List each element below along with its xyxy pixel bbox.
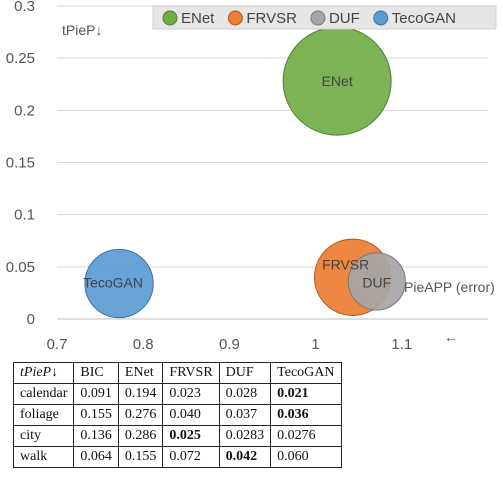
x-tick-label: 0.8 xyxy=(133,336,154,353)
table-cell: 0.0283 xyxy=(218,425,272,447)
table-cell: 0.155 xyxy=(73,404,119,426)
table-cell: 0.028 xyxy=(218,383,272,405)
y-tick-label: 0.1 xyxy=(14,207,35,224)
bubble-label-tecogan: TecoGAN xyxy=(83,275,143,291)
table-cell: calendar xyxy=(12,383,75,405)
y-tick-label: 0.2 xyxy=(14,102,35,119)
table-cell: 0.060 xyxy=(270,446,342,468)
table-cell: 0.091 xyxy=(73,383,119,405)
bubble-label-enet: ENet xyxy=(322,73,353,89)
table-cell: 0.025 xyxy=(162,425,220,447)
x-axis-arrow: ← xyxy=(444,329,458,345)
y-tick-label: 0.05 xyxy=(6,259,35,276)
x-axis-title: PieAPP (error) xyxy=(404,279,495,295)
legend-marker-enet xyxy=(162,10,178,26)
bubble-label-frvsr: FRVSR xyxy=(322,256,369,272)
table-cell: 0.040 xyxy=(162,404,220,426)
table-row: foliage 0.155 0.276 0.040 0.037 0.036 xyxy=(12,404,342,426)
bubble-label-duf: DUF xyxy=(362,274,391,290)
table-cell: 0.286 xyxy=(117,425,164,447)
table-header-cell: BIC xyxy=(73,362,119,384)
table-header-cell: tPieP↓ xyxy=(12,362,75,384)
axes: 0 0.05 0.1 0.15 0.2 0.25 0.3 0.7 0.8 0.9 1 1.1 xyxy=(6,0,488,353)
legend-label-frvsr: FRVSR xyxy=(246,10,297,27)
table-cell: 0.194 xyxy=(117,383,164,405)
y-tick-label: 0 xyxy=(27,311,35,328)
bubbles: ENet FRVSR DUF TecoGAN xyxy=(83,26,406,319)
bubble-duf xyxy=(347,252,406,311)
table-header-cell: DUF xyxy=(218,362,272,384)
results-table: tPieP↓ BIC ENet FRVSR DUF TecoGAN calend… xyxy=(12,362,342,468)
table-cell: 0.042 xyxy=(218,446,272,468)
table-cell: 0.0276 xyxy=(270,425,342,447)
legend-marker-frvsr xyxy=(227,10,243,26)
y-tick-label: 0.3 xyxy=(14,0,35,15)
y-axis-title: tPieP↓ xyxy=(62,22,102,38)
table-cell: 0.072 xyxy=(162,446,220,468)
table-header-cell: FRVSR xyxy=(162,362,220,384)
table-cell: 0.276 xyxy=(117,404,164,426)
bubble-chart: 0 0.05 0.1 0.15 0.2 0.25 0.3 0.7 0.8 0.9 1 1.1 ENet… xyxy=(6,0,497,353)
legend-label-tecogan: TecoGAN xyxy=(392,10,456,27)
table-cell: 0.036 xyxy=(270,404,342,426)
legend-label-enet: ENet xyxy=(181,10,215,27)
x-tick-label: 0.7 xyxy=(47,336,68,353)
table-cell: city xyxy=(12,425,75,447)
gridlines xyxy=(57,5,488,268)
y-tick-label: 0.15 xyxy=(6,155,35,172)
table-cell: 0.037 xyxy=(218,404,272,426)
table-cell: 0.155 xyxy=(117,446,164,468)
results-table-container: tPieP↓ BIC ENet FRVSR DUF TecoGAN calend… xyxy=(12,362,342,468)
table-row: walk 0.064 0.155 0.072 0.042 0.060 xyxy=(12,446,342,468)
table-cell: foliage xyxy=(12,404,75,426)
bubble-tecogan xyxy=(84,248,154,319)
table-header-cell: TecoGAN xyxy=(270,362,342,384)
table-cell: 0.021 xyxy=(270,383,342,405)
table-cell: 0.023 xyxy=(162,383,220,405)
legend: ENet FRVSR DUF TecoGAN xyxy=(152,5,497,30)
table-cell: 0.064 xyxy=(73,446,119,468)
table-cell: walk xyxy=(12,446,75,468)
y-tick-label: 0.25 xyxy=(6,50,35,67)
table-header-cell: ENet xyxy=(117,362,164,384)
x-tick-label: 0.9 xyxy=(219,336,240,353)
x-tick-label: 1.1 xyxy=(391,336,412,353)
x-tick-label: 1 xyxy=(311,336,319,353)
table-cell: 0.136 xyxy=(73,425,119,447)
legend-marker-tecogan xyxy=(373,10,389,26)
table-header-row: tPieP↓ BIC ENet FRVSR DUF TecoGAN xyxy=(12,362,342,384)
table-row: calendar 0.091 0.194 0.023 0.028 0.021 xyxy=(12,383,342,405)
legend-marker-duf xyxy=(310,10,326,26)
table-row: city 0.136 0.286 0.025 0.0283 0.0276 xyxy=(12,425,342,447)
legend-label-duf: DUF xyxy=(329,10,360,27)
